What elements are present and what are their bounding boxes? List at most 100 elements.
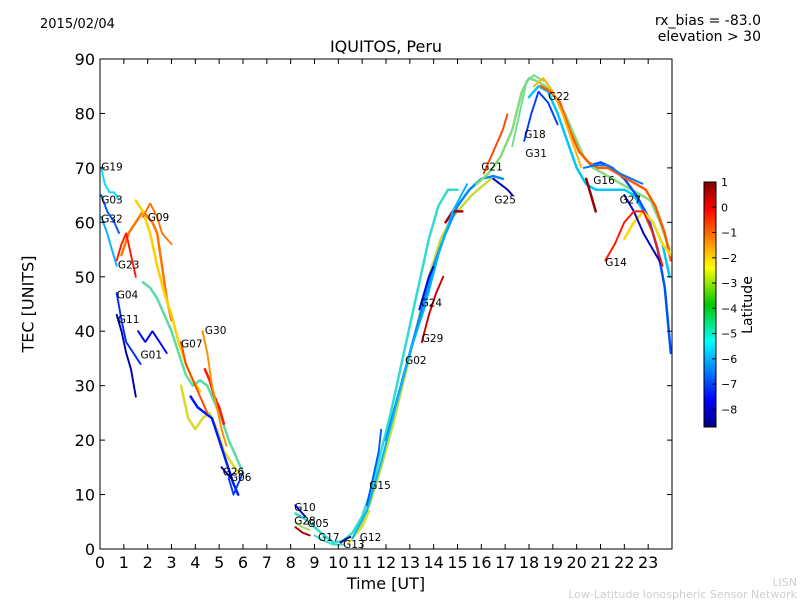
- x-tick-label: 8: [286, 553, 296, 572]
- tec-curve-4: [189, 395, 240, 496]
- rx-bias-label: rx_bias = -83.0: [654, 13, 761, 29]
- elevation-label: elevation > 30: [657, 29, 761, 45]
- satellite-label-g11: G11: [118, 314, 139, 326]
- org-long-label: Low-Latitude Ionospheric Sensor Network: [568, 588, 797, 601]
- tec-curve-10: [475, 76, 671, 251]
- track-g23: [115, 232, 137, 278]
- x-tick-label: 12: [376, 553, 396, 572]
- y-tick-label: 90: [75, 50, 95, 69]
- x-tick-label: 21: [590, 553, 610, 572]
- x-tick-label: 18: [519, 553, 539, 572]
- satellite-label-g09: G09: [148, 212, 170, 224]
- y-tick-label: 70: [75, 159, 95, 178]
- tec-curve-15: [623, 210, 672, 257]
- y-tick-label: 80: [75, 104, 95, 123]
- track-g09: [141, 202, 173, 246]
- track-g12: [346, 509, 371, 545]
- track-g31: [523, 90, 559, 142]
- track-g05: [294, 526, 311, 537]
- track-g27: [623, 194, 664, 267]
- date-label: 2015/02/04: [40, 17, 115, 32]
- satellite-label-g02: G02: [405, 355, 427, 367]
- org-short-label: LISN: [772, 576, 797, 589]
- satellite-label-g13: G13: [343, 539, 365, 551]
- satellite-label-g05: G05: [307, 518, 329, 530]
- y-tick-label: 10: [75, 486, 95, 505]
- x-tick-label: 6: [238, 553, 248, 572]
- track-g10: [294, 504, 306, 518]
- track-g24: [418, 264, 435, 311]
- satellite-label-g26: G26: [223, 467, 245, 479]
- x-tick-label: 17: [495, 553, 515, 572]
- track-g18: [511, 74, 545, 148]
- y-tick-label: 60: [75, 213, 95, 232]
- x-tick-label: 2: [143, 553, 153, 572]
- satellite-label-g29: G29: [422, 333, 444, 345]
- x-tick-label: 3: [166, 553, 176, 572]
- tec-curve-13: [539, 84, 672, 262]
- x-tick-label: 0: [95, 553, 105, 572]
- satellite-label-g24: G24: [421, 298, 443, 310]
- satellite-label-g19: G19: [101, 162, 123, 174]
- x-tick-label: 19: [543, 553, 563, 572]
- satellite-label-g27: G27: [620, 194, 642, 206]
- satellite-label-g22: G22: [548, 91, 570, 103]
- x-tick-label: 11: [352, 553, 372, 572]
- plot-frame: [99, 58, 673, 550]
- x-tick-label: 7: [262, 553, 272, 572]
- satellite-label-g18: G18: [524, 129, 546, 141]
- colorbar-tick-label: −6: [721, 353, 737, 366]
- satellite-label-g03: G03: [101, 194, 123, 206]
- x-tick-label: 15: [447, 553, 467, 572]
- colorbar-tick-label: 0: [721, 201, 728, 214]
- track-g21: [482, 112, 509, 175]
- y-tick-label: 20: [75, 431, 95, 450]
- satellite-label-g07: G07: [181, 339, 203, 351]
- x-tick-label: 16: [471, 553, 491, 572]
- track-g30: [201, 330, 228, 447]
- satellite-label-g16: G16: [593, 175, 615, 187]
- satellite-label-g10: G10: [294, 502, 316, 514]
- satellite-label-g17: G17: [318, 532, 340, 544]
- y-tick-label: 50: [75, 268, 95, 287]
- colorbar-tick-label: −7: [721, 378, 737, 391]
- colorbar-tick-label: −8: [721, 403, 737, 416]
- x-axis-ticks: 0 1 2 3 4 5 6 7 8 9 10 11 12 13 14 15 16 17 18 19 20 21 22 23: [95, 59, 658, 572]
- x-tick-label: 13: [400, 553, 420, 572]
- satellite-label-g21: G21: [481, 162, 503, 174]
- tec-curve-6: [294, 188, 459, 544]
- satellite-label-g32: G32: [101, 213, 123, 225]
- track-g13: [339, 536, 352, 544]
- y-tick-label: 0: [85, 540, 95, 559]
- track-g25: [492, 177, 514, 197]
- track-g22: [532, 77, 583, 169]
- track-g02: [351, 183, 468, 540]
- y-axis-ticks: 0 10 20 30 40 50 60 70 80 90: [75, 50, 672, 559]
- colorbar-tick-label: −3: [721, 277, 737, 290]
- x-tick-label: 22: [614, 553, 634, 572]
- track-g04: [115, 292, 142, 365]
- colorbar-tick-label: −5: [721, 328, 737, 341]
- satellite-label-g23: G23: [118, 260, 139, 272]
- track-g07: [180, 341, 209, 414]
- colorbar-ticks: 1 0 −1 −2 −3 −4 −5 −6 −7 −8: [712, 176, 737, 416]
- satellite-label-g15: G15: [369, 480, 391, 492]
- x-tick-label: 14: [423, 553, 443, 572]
- track-g28: [294, 520, 311, 531]
- x-tick-label: 9: [309, 553, 319, 572]
- track-g16: [582, 164, 645, 186]
- satellite-label-g30: G30: [205, 325, 227, 337]
- track-g14: [604, 210, 664, 267]
- x-tick-label: 20: [566, 553, 586, 572]
- tec-curve-12: [589, 161, 672, 355]
- colorbar: [703, 181, 717, 428]
- track-g32: [100, 215, 118, 267]
- colorbar-tick-label: −1: [721, 227, 737, 240]
- chart-title: IQUITOS, Peru: [329, 37, 443, 56]
- track-g26: [220, 466, 233, 480]
- colorbar-tick-label: −4: [721, 302, 737, 315]
- x-tick-label: 10: [328, 553, 348, 572]
- track-g19: [100, 166, 121, 202]
